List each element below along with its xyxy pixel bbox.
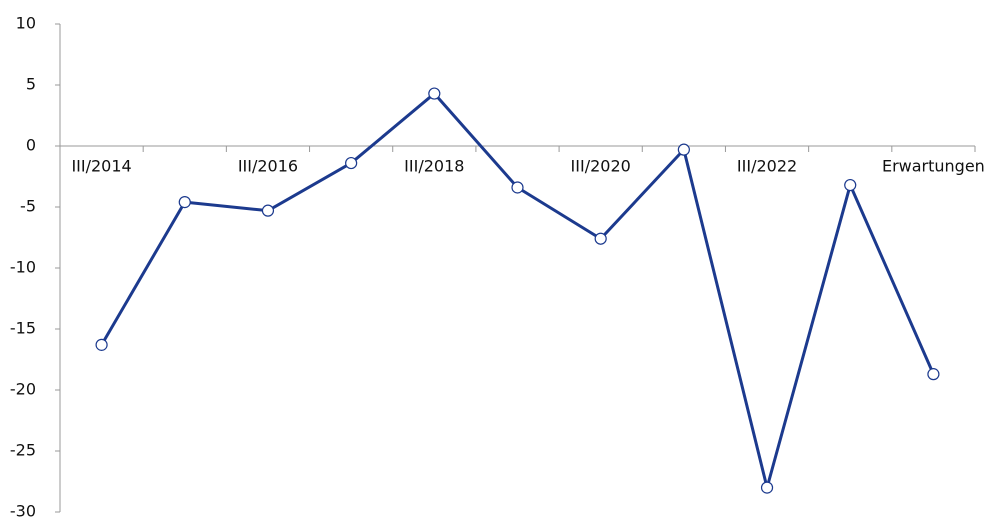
line xyxy=(100,92,935,490)
marker xyxy=(261,204,275,217)
x-tick-label: III/2022 xyxy=(737,157,797,176)
x-tick-label: Erwartungen xyxy=(882,157,985,176)
y-tick-label: -25 xyxy=(10,441,36,460)
y-tick-label: -15 xyxy=(10,319,36,338)
marker xyxy=(511,181,524,194)
y-tick-label: 10 xyxy=(16,14,36,33)
marker xyxy=(927,368,940,381)
marker xyxy=(345,156,358,170)
y-tick-label: 5 xyxy=(26,75,36,94)
x-tick-label: III/2020 xyxy=(571,157,631,176)
y-tick-label: -10 xyxy=(10,258,36,277)
y-tick-label: 0 xyxy=(26,136,36,155)
marker xyxy=(178,196,191,209)
x-tick-label: III/2014 xyxy=(71,157,131,176)
marker xyxy=(95,338,108,351)
marker xyxy=(844,178,857,192)
y-tick-label: -30 xyxy=(10,502,36,520)
x-tick-label: III/2018 xyxy=(404,157,464,176)
y-tick-label: -20 xyxy=(10,380,36,399)
marker xyxy=(677,143,690,156)
y-tick-label: -5 xyxy=(20,197,36,216)
x-tick-label: III/2016 xyxy=(238,157,298,176)
marker xyxy=(594,232,607,245)
marker xyxy=(760,481,774,494)
marker xyxy=(428,87,441,100)
